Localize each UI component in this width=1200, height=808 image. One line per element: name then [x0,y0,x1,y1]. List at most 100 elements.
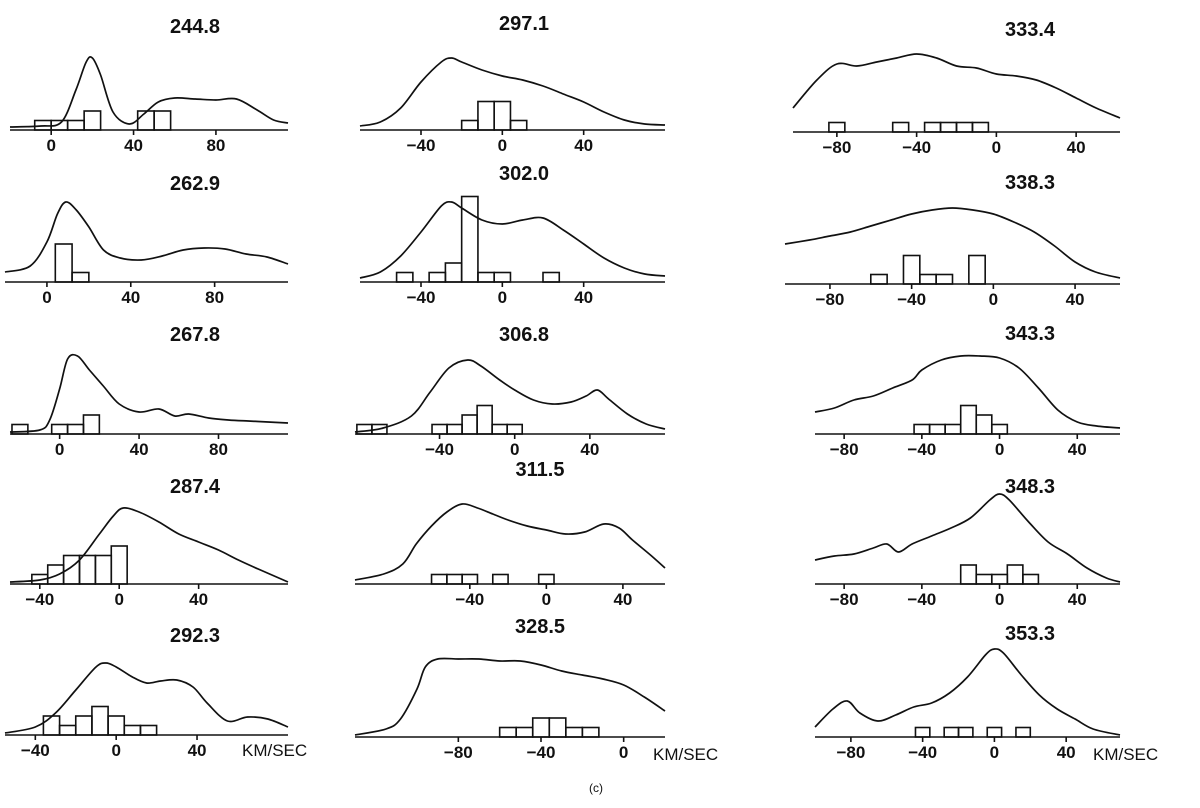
spectrum-panel: 287.4 −40 0 40 [9,476,289,609]
histogram-bar [955,121,974,133]
tick-label: 40 [188,741,207,760]
histogram-bar [491,573,509,585]
spectrum-panel: 338.3 −80 −40 0 40 [784,172,1121,309]
tick-label: 40 [130,440,149,459]
profile-curve [4,201,289,273]
histogram-bar [537,573,555,585]
tick-label: 40 [124,136,143,155]
histogram-bar [902,254,921,285]
tick-label: −40 [908,743,937,762]
histogram-bar [1022,573,1040,585]
tick-label: 40 [580,440,599,459]
figure-caption: (c) [589,781,603,795]
histogram-bar [515,726,534,738]
tick-label: 0 [111,741,120,760]
panel-title: 353.3 [1005,623,1055,645]
histogram-bar [54,243,73,283]
histogram-bar [50,423,69,435]
panel-title: 302.0 [499,163,549,185]
histogram-bar [82,414,101,435]
histogram-bar [58,724,77,736]
histogram-bar [153,110,172,131]
histogram-bar [913,423,931,435]
spectrum-panel: 348.3 −80 −40 0 40 [814,476,1121,609]
histogram-bar [957,726,974,738]
histogram-bar [83,110,102,131]
tick-label: 80 [209,440,228,459]
histogram-bar [986,726,1003,738]
tick-label: −40 [21,741,50,760]
panel-title: 297.1 [499,13,549,35]
tick-label: 40 [121,288,140,307]
histogram-bar [94,554,113,585]
histogram-bar [498,726,517,738]
tick-label: 0 [992,138,1001,157]
histogram-bar [46,564,65,585]
profile-curve [9,56,289,128]
profile-curve [792,53,1121,119]
histogram-bar [444,262,463,283]
panel-title: 262.9 [170,173,220,195]
tick-label: −40 [455,590,484,609]
tick-label: −40 [902,138,931,157]
tick-label: 40 [189,590,208,609]
panel-title: 244.8 [170,16,220,38]
histogram-bar [944,423,962,435]
tick-label: −40 [407,288,436,307]
histogram-bar [493,100,512,131]
tick-label: −80 [830,590,859,609]
histogram-bar [990,573,1009,585]
tick-label: 0 [114,590,123,609]
tick-label: −40 [897,290,926,309]
histogram-bar [869,273,888,285]
histogram-bar [914,726,931,738]
histogram-bar [66,119,85,131]
tick-label: 40 [1057,743,1076,762]
histogram-bar [71,271,90,283]
histogram-bar [564,726,584,738]
panel-title: 311.5 [516,459,565,481]
histogram-bar [548,717,567,738]
histogram-bar [509,119,528,131]
panel-title: 287.4 [170,476,221,498]
spectrum-panel: 244.8 0 40 80 [9,16,289,155]
tick-label: −80 [822,138,851,157]
tick-label: −40 [527,743,556,762]
tick-label: 0 [498,136,507,155]
panel-title: 348.3 [1005,476,1055,498]
histogram-bar [428,271,447,283]
histogram-bar [943,726,960,738]
tick-label: 40 [1067,138,1086,157]
histogram-bar [74,715,93,736]
histogram-bar [1006,564,1024,585]
histogram-bar [1015,726,1032,738]
tick-label: 80 [205,288,224,307]
tick-label: 0 [46,136,55,155]
histogram-bar [395,271,414,283]
histogram-bar [66,423,85,435]
unit-label-col1: KM/SEC [242,741,307,760]
histogram-bar [531,717,551,738]
tick-label: −80 [836,743,865,762]
histogram-bar [461,414,478,435]
histogram-bar [891,121,910,133]
unit-label-col3: KM/SEC [1093,745,1158,764]
tick-label: 0 [990,743,999,762]
histogram-bar [356,423,373,435]
tick-label: −80 [444,743,473,762]
panel-title: 306.8 [499,324,549,346]
histogram-bar [959,404,978,435]
tick-label: 40 [613,590,632,609]
histogram-bar [476,404,493,435]
profile-curve [9,507,289,583]
histogram-bar [91,705,109,736]
histogram-bar [136,110,155,131]
panel-title: 292.3 [170,625,220,647]
spectrum-panel: 311.5 −40 0 40 [354,459,666,609]
tick-label: −80 [816,290,845,309]
tick-label: −40 [907,440,936,459]
histogram-bar [968,254,986,285]
panel-title: 343.3 [1005,323,1055,345]
profile-curve [354,657,666,736]
